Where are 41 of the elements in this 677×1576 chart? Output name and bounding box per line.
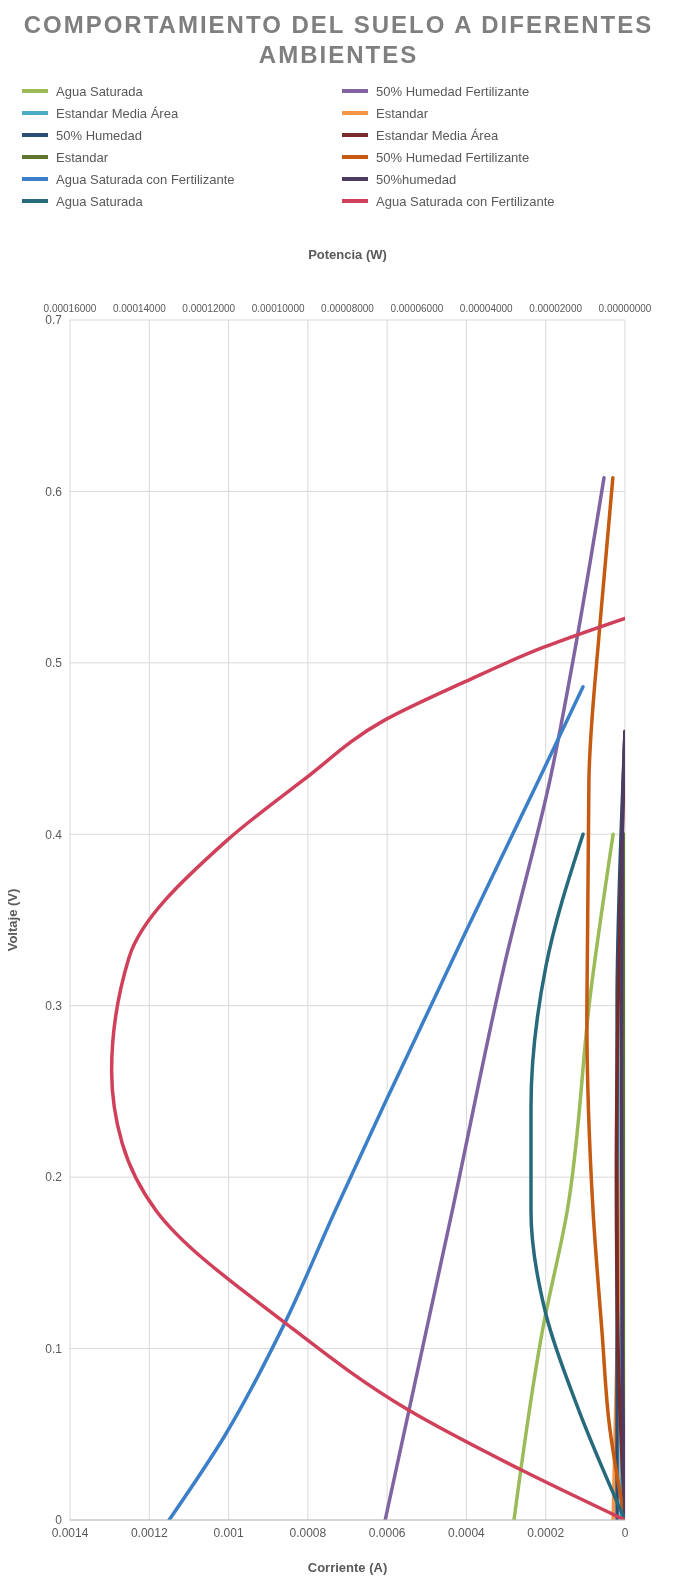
x2-tick-label: 0.00016000 — [43, 303, 97, 314]
legend-label: Estandar Media Área — [56, 105, 179, 121]
y-tick-label: 0.5 — [45, 656, 63, 671]
y-tick-label: 0.1 — [45, 1341, 63, 1356]
x2-tick-label: 0.00012000 — [182, 303, 236, 314]
x-tick-label: 0.0012 — [130, 1525, 168, 1540]
x2-tick-label: 0.00002000 — [529, 303, 583, 314]
x2-tick-label: 0.00004000 — [459, 303, 514, 314]
x-tick-label: 0.0002 — [527, 1525, 565, 1540]
x2-axis-title: Potencia (W) — [308, 247, 387, 263]
chart-title: COMPORTAMIENTO DEL SUELO A DIFERENTES AMBIENTES — [22, 10, 655, 70]
x-tick-label: 0.0004 — [448, 1525, 486, 1540]
legend-label: 50% Humedad Fertilizante — [376, 83, 530, 99]
x-tick-label: 0 — [621, 1525, 629, 1540]
legend-label: 50%humedad — [376, 171, 457, 187]
x-tick-label: 0.001 — [213, 1525, 244, 1540]
x2-tick-label: 0.00000000 — [598, 303, 652, 314]
x2-tick-label: 0.00006000 — [390, 303, 444, 314]
y-tick-label: 0.6 — [45, 484, 63, 499]
y-tick-label: 0 — [55, 1513, 63, 1528]
y-axis-title: Voltaje (V) — [4, 888, 20, 952]
legend-label: Estandar — [56, 149, 109, 165]
y-tick-label: 0.2 — [45, 1170, 63, 1185]
x2-tick-label: 0.00010000 — [251, 303, 305, 314]
y-tick-label: 0.7 — [45, 313, 63, 328]
x-tick-label: 0.0014 — [51, 1525, 89, 1540]
legend-label: Agua Saturada con Fertilizante — [376, 193, 555, 209]
legend-label: Estandar — [376, 105, 429, 121]
x-tick-label: 0.0008 — [289, 1525, 327, 1540]
legend-label: Agua Saturada — [56, 83, 143, 99]
y-tick-label: 0.3 — [45, 998, 63, 1013]
legend-label: Estandar Media Área — [376, 127, 499, 143]
legend-label: 50% Humedad Fertilizante — [376, 149, 530, 165]
y-tick-label: 0.4 — [45, 827, 63, 842]
legend-label: 50% Humedad — [56, 127, 142, 143]
x-axis-title: Corriente (A) — [307, 1560, 388, 1575]
x2-tick-label: 0.00014000 — [112, 303, 167, 314]
legend-label: Agua Saturada — [56, 193, 143, 209]
legend-label: Agua Saturada con Fertilizante — [56, 171, 235, 187]
x2-tick-label: 0.00008000 — [321, 303, 375, 314]
x-tick-label: 0.0006 — [368, 1525, 406, 1540]
